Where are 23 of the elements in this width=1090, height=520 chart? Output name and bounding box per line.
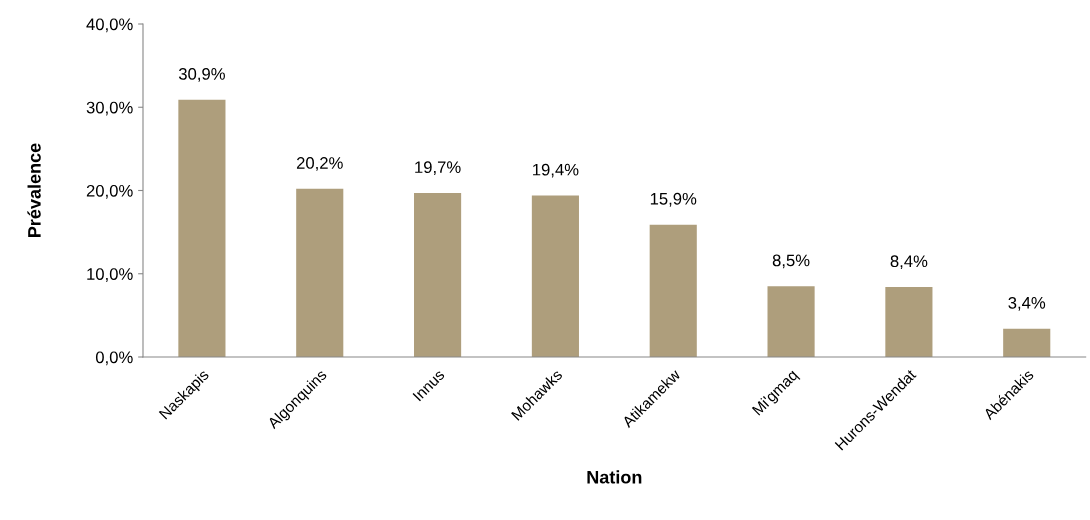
y-tick-label: 20,0% (86, 184, 133, 199)
data-label: 8,4% (890, 255, 928, 270)
y-tick-label: 40,0% (86, 18, 133, 33)
bar (296, 188, 344, 357)
data-label: 20,2% (296, 157, 343, 171)
bar (1003, 328, 1051, 357)
bar (531, 195, 579, 357)
y-tick-label: 30,0% (86, 101, 133, 116)
bar (767, 286, 815, 357)
bar (414, 193, 462, 357)
bar (885, 287, 933, 357)
y-tick-label: 0,0% (95, 351, 133, 366)
data-label: 15,9% (650, 192, 697, 207)
data-label: 3,4% (1008, 296, 1046, 311)
x-axis-title: Nation (587, 470, 642, 484)
data-label: 30,9% (178, 67, 225, 82)
bar (178, 99, 226, 357)
y-tick-label: 10,0% (87, 268, 133, 282)
data-label: 8,5% (772, 254, 810, 269)
bar (649, 224, 697, 357)
data-label: 19,4% (533, 163, 579, 178)
data-label: 19,7% (415, 161, 461, 176)
y-axis-title: Prévalence (27, 143, 41, 237)
